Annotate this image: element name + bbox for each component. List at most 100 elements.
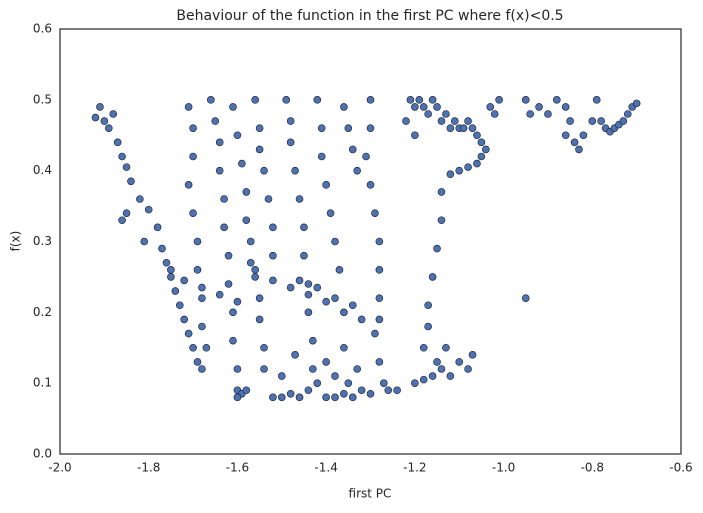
point — [309, 336, 317, 345]
point — [291, 351, 299, 359]
point — [118, 152, 126, 161]
point — [455, 358, 464, 366]
x-tick-label: -1.2 — [403, 461, 426, 475]
point — [335, 266, 344, 274]
point — [371, 209, 379, 217]
point — [442, 110, 450, 118]
point — [459, 124, 468, 132]
point — [242, 188, 251, 196]
point — [264, 195, 273, 203]
point — [446, 170, 455, 179]
point — [535, 103, 543, 111]
point — [331, 393, 339, 402]
y-tick-label: 0.5 — [33, 92, 52, 106]
point — [136, 195, 144, 203]
point — [366, 389, 375, 398]
point — [331, 237, 339, 246]
point — [175, 301, 184, 310]
point — [246, 258, 255, 267]
point — [375, 358, 384, 366]
point — [402, 117, 410, 125]
point — [455, 166, 464, 175]
point — [331, 372, 339, 380]
y-tick-label: 0.6 — [33, 22, 52, 36]
point — [277, 372, 286, 380]
x-tick-label: -1.0 — [492, 461, 515, 475]
y-tick-label: 0.2 — [33, 305, 52, 319]
point — [277, 393, 286, 402]
point — [242, 386, 251, 395]
point — [632, 99, 641, 108]
point — [198, 365, 206, 373]
point — [419, 343, 428, 352]
point — [167, 266, 175, 274]
point — [300, 223, 308, 232]
point — [295, 393, 304, 402]
point — [304, 290, 313, 299]
point — [207, 96, 215, 104]
point — [118, 216, 126, 225]
point — [144, 205, 153, 214]
point — [189, 343, 197, 352]
y-tick-label: 0.4 — [33, 163, 52, 177]
point — [437, 365, 446, 373]
point — [189, 209, 197, 217]
y-tick-label: 0.0 — [33, 447, 52, 461]
point — [215, 138, 224, 147]
point — [442, 343, 450, 352]
point — [357, 315, 366, 324]
point — [375, 266, 384, 274]
chart-title: Behaviour of the function in the first P… — [176, 8, 563, 24]
point — [375, 315, 384, 324]
point — [193, 266, 202, 274]
point — [255, 315, 264, 324]
point — [180, 315, 188, 324]
point — [424, 322, 432, 331]
point — [428, 273, 437, 281]
point — [433, 103, 441, 111]
point — [295, 276, 304, 285]
point — [380, 379, 388, 387]
point — [215, 290, 224, 299]
point — [104, 124, 113, 132]
point — [96, 103, 104, 111]
point — [570, 138, 579, 147]
point — [433, 244, 441, 253]
point — [229, 103, 237, 111]
point — [521, 294, 530, 302]
point — [366, 181, 375, 189]
point — [122, 163, 131, 171]
point — [393, 386, 401, 395]
point — [233, 131, 242, 140]
point — [592, 96, 601, 104]
point — [375, 294, 384, 302]
point — [198, 294, 206, 302]
point — [464, 117, 472, 125]
point — [446, 124, 455, 132]
point — [326, 209, 335, 217]
point — [486, 103, 495, 111]
point — [619, 117, 628, 125]
point — [561, 131, 570, 140]
point — [215, 166, 224, 175]
point — [340, 343, 348, 352]
y-tick-label: 0.3 — [33, 234, 52, 248]
point — [313, 283, 322, 292]
point — [255, 145, 264, 154]
point — [366, 96, 375, 104]
point — [260, 343, 268, 352]
point — [331, 294, 339, 302]
point — [313, 379, 322, 387]
point — [91, 113, 100, 122]
point — [411, 131, 419, 140]
x-tick-label: -1.8 — [137, 461, 160, 475]
point — [251, 96, 259, 104]
point — [521, 96, 530, 104]
point — [286, 138, 295, 147]
point — [490, 110, 499, 118]
point — [322, 181, 330, 189]
x-axis-label: first PC — [349, 487, 392, 501]
point — [300, 251, 308, 260]
point — [224, 251, 233, 260]
